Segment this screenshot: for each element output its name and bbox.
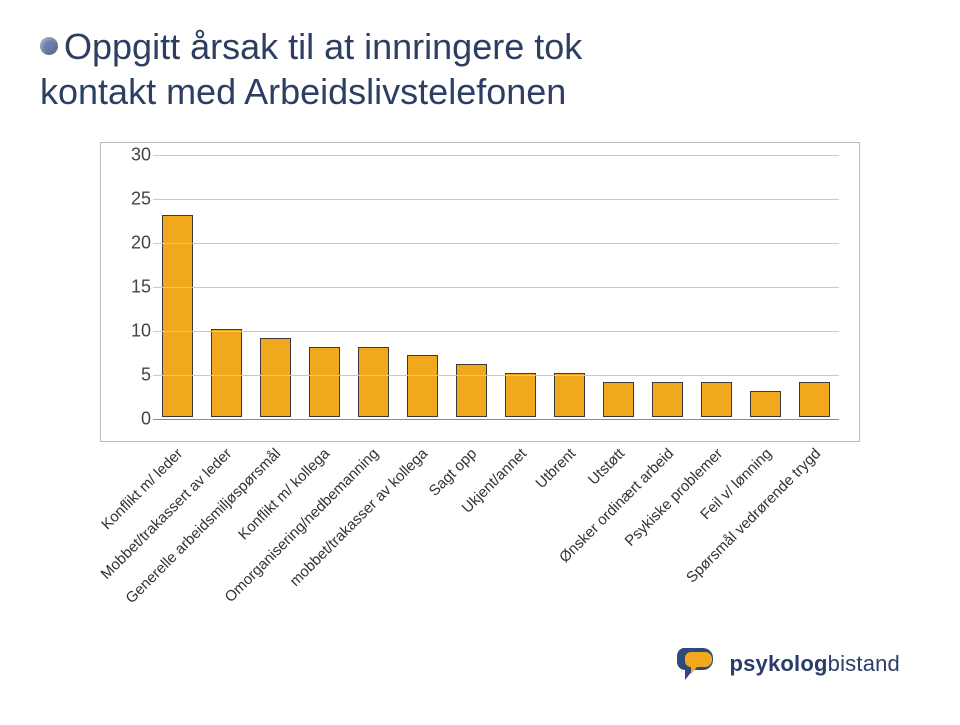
bar bbox=[309, 347, 339, 417]
x-axis-labels: Konflikt m/ lederMobbet/trakassert av le… bbox=[152, 442, 840, 632]
y-tick-label: 20 bbox=[111, 233, 151, 254]
bar bbox=[407, 355, 437, 417]
bar bbox=[358, 347, 388, 417]
bar-slot bbox=[349, 155, 398, 417]
gridline bbox=[153, 419, 839, 420]
bar bbox=[701, 382, 731, 417]
bar bbox=[799, 382, 829, 417]
page-title: Oppgitt årsak til at innringere tok kont… bbox=[40, 24, 920, 114]
bar bbox=[162, 215, 192, 417]
bar-slot bbox=[643, 155, 692, 417]
gridline bbox=[153, 331, 839, 332]
y-tick-label: 25 bbox=[111, 189, 151, 210]
bar bbox=[505, 373, 535, 417]
title-line-2: kontakt med Arbeidslivstelefonen bbox=[40, 71, 566, 112]
bar bbox=[603, 382, 633, 417]
bar-group bbox=[153, 155, 839, 417]
bar bbox=[554, 373, 584, 417]
y-tick-label: 5 bbox=[111, 365, 151, 386]
bar bbox=[260, 338, 290, 417]
bar-slot bbox=[741, 155, 790, 417]
y-tick-label: 10 bbox=[111, 321, 151, 342]
gridline bbox=[153, 199, 839, 200]
gridline bbox=[153, 375, 839, 376]
bar-slot bbox=[447, 155, 496, 417]
bar bbox=[750, 391, 780, 417]
bar-chart: 0 5 10 15 20 25 30 bbox=[100, 142, 860, 442]
logo-word-1: psykolog bbox=[729, 651, 827, 676]
y-tick-label: 30 bbox=[111, 145, 151, 166]
gridline bbox=[153, 287, 839, 288]
gridline bbox=[153, 243, 839, 244]
brand-logo: psykologbistand bbox=[677, 644, 900, 684]
y-tick-label: 0 bbox=[111, 409, 151, 430]
bar-slot bbox=[300, 155, 349, 417]
bar-slot bbox=[153, 155, 202, 417]
bar bbox=[211, 329, 241, 417]
bar-slot bbox=[692, 155, 741, 417]
bar bbox=[652, 382, 682, 417]
bar-slot bbox=[545, 155, 594, 417]
bar-slot bbox=[202, 155, 251, 417]
bar-slot bbox=[594, 155, 643, 417]
logo-word-2: bistand bbox=[828, 651, 900, 676]
bar-slot bbox=[251, 155, 300, 417]
bar bbox=[456, 364, 486, 417]
gridline bbox=[153, 155, 839, 156]
bar-slot bbox=[496, 155, 545, 417]
y-tick-label: 15 bbox=[111, 277, 151, 298]
title-line-1: Oppgitt årsak til at innringere tok bbox=[64, 26, 582, 67]
logo-text: psykologbistand bbox=[729, 651, 900, 677]
bar-slot bbox=[398, 155, 447, 417]
bar-slot bbox=[790, 155, 839, 417]
logo-mark-icon bbox=[677, 644, 721, 684]
title-bullet-icon bbox=[40, 37, 58, 55]
